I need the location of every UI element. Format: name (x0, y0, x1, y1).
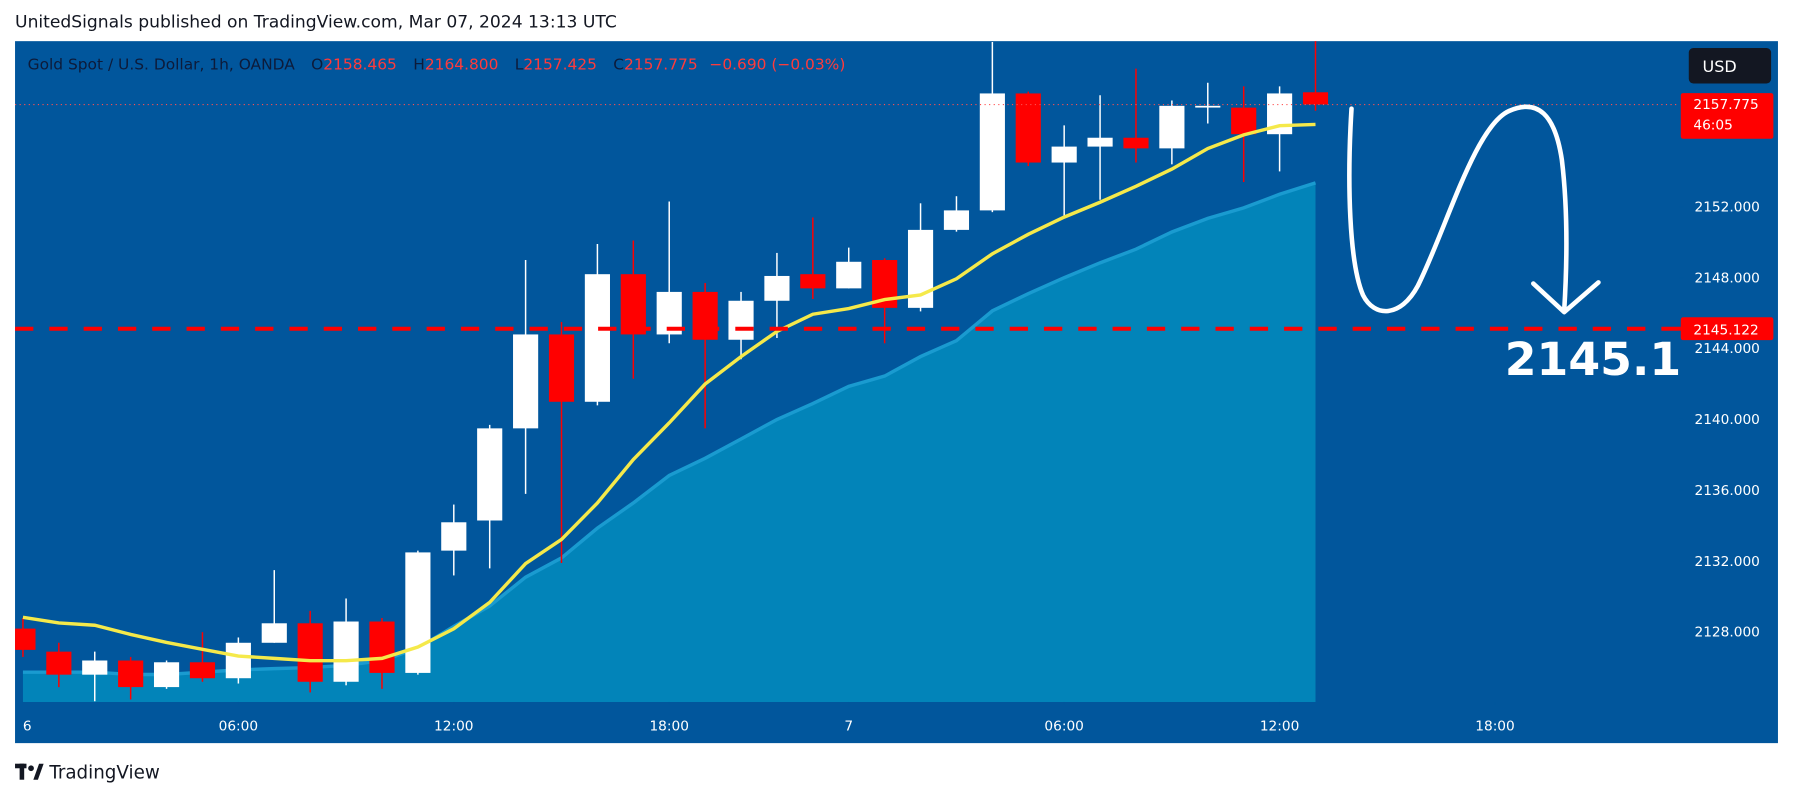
candle-body (836, 261, 862, 289)
x-tick-label: 6 (23, 719, 32, 735)
axes: 2128.000 2132.000 2136.000 2140.000 2144.000… (22, 93, 1774, 735)
candle-body (620, 274, 646, 335)
open-value: 2158.465 (323, 56, 397, 74)
change: −0.690 (−0.03%) (709, 56, 845, 74)
x-tick-label: 12:00 (1260, 719, 1300, 735)
close-label: C (613, 56, 624, 74)
drawn-arrow (1347, 104, 1601, 315)
y-tick-label: 2128.000 (1695, 625, 1760, 641)
candle-body (153, 662, 180, 688)
published-line: UnitedSignals published on TradingView.c… (15, 12, 617, 32)
low-label: L (515, 56, 524, 74)
symbol: Gold Spot / U.S. Dollar, 1h, OANDA (28, 56, 296, 74)
candle-body (979, 93, 1005, 211)
y-tick-label: 2144.000 (1695, 341, 1760, 357)
candle-body (1087, 137, 1113, 147)
candle-body (584, 274, 610, 402)
candle-body (1123, 137, 1149, 149)
low-value: 2157.425 (523, 56, 597, 74)
x-tick-label: 06:00 (1044, 719, 1084, 735)
candle-body (692, 291, 718, 340)
candle-body (1015, 93, 1041, 163)
currency-button[interactable] (1688, 48, 1772, 84)
close-value: 2157.775 (624, 56, 698, 74)
candle-body (46, 651, 72, 675)
logo (15, 763, 44, 780)
candle-body (764, 275, 790, 301)
y-tick-label: 2152.000 (1695, 199, 1760, 215)
candle-body (728, 300, 754, 340)
x-tick-label: 18:00 (1475, 719, 1515, 735)
candle-body (548, 334, 575, 402)
candle-body (1302, 92, 1329, 105)
candle-body (189, 662, 216, 679)
candle-body (1051, 146, 1077, 163)
candle-body (297, 623, 323, 682)
candle-body (261, 623, 287, 643)
candle-body (405, 552, 431, 673)
open-label: O (311, 56, 323, 74)
plot-area (15, 41, 1679, 702)
legend-header: Gold Spot / U.S. Dollar, 1h, OANDA O2158… (28, 56, 846, 74)
candle-body (1159, 105, 1185, 149)
candle-body (15, 628, 36, 650)
high-label: H (413, 56, 425, 74)
candle-body (943, 210, 970, 230)
candle-body (1231, 107, 1257, 135)
footer-brand: TradingView (48, 763, 160, 784)
currency[interactable]: USD (1703, 57, 1737, 76)
target-annotation: 2145.1 (1505, 333, 1681, 386)
last-price-badge (1680, 93, 1774, 139)
candle-body (118, 660, 144, 688)
y-tick-label: 2140.000 (1695, 412, 1760, 428)
y-tick-label: 2148.000 (1695, 270, 1760, 286)
candle-body (369, 621, 395, 673)
candle-body (333, 621, 359, 682)
candle-body (800, 274, 826, 289)
high-value: 2164.800 (425, 56, 499, 74)
candle-body (1195, 105, 1221, 108)
x-tick-label: 7 (844, 719, 853, 735)
candle-body (513, 334, 539, 429)
y-tick-label: 2136.000 (1695, 483, 1760, 499)
target-price-badge (1680, 317, 1774, 341)
x-tick-label: 06:00 (219, 719, 259, 735)
candle-body (225, 642, 251, 679)
y-tick-label: 2132.000 (1695, 554, 1760, 570)
x-tick-label: 12:00 (434, 719, 474, 735)
x-tick-label: 18:00 (649, 719, 689, 735)
last-price-label: 2157.775 (1693, 97, 1758, 113)
countdown-label: 46:05 (1693, 118, 1733, 134)
candle-body (82, 660, 108, 675)
candle-body (477, 428, 503, 521)
ma-line (22, 122, 1316, 663)
candle-body (441, 522, 467, 551)
target-price-label: 2145.122 (1693, 322, 1758, 338)
